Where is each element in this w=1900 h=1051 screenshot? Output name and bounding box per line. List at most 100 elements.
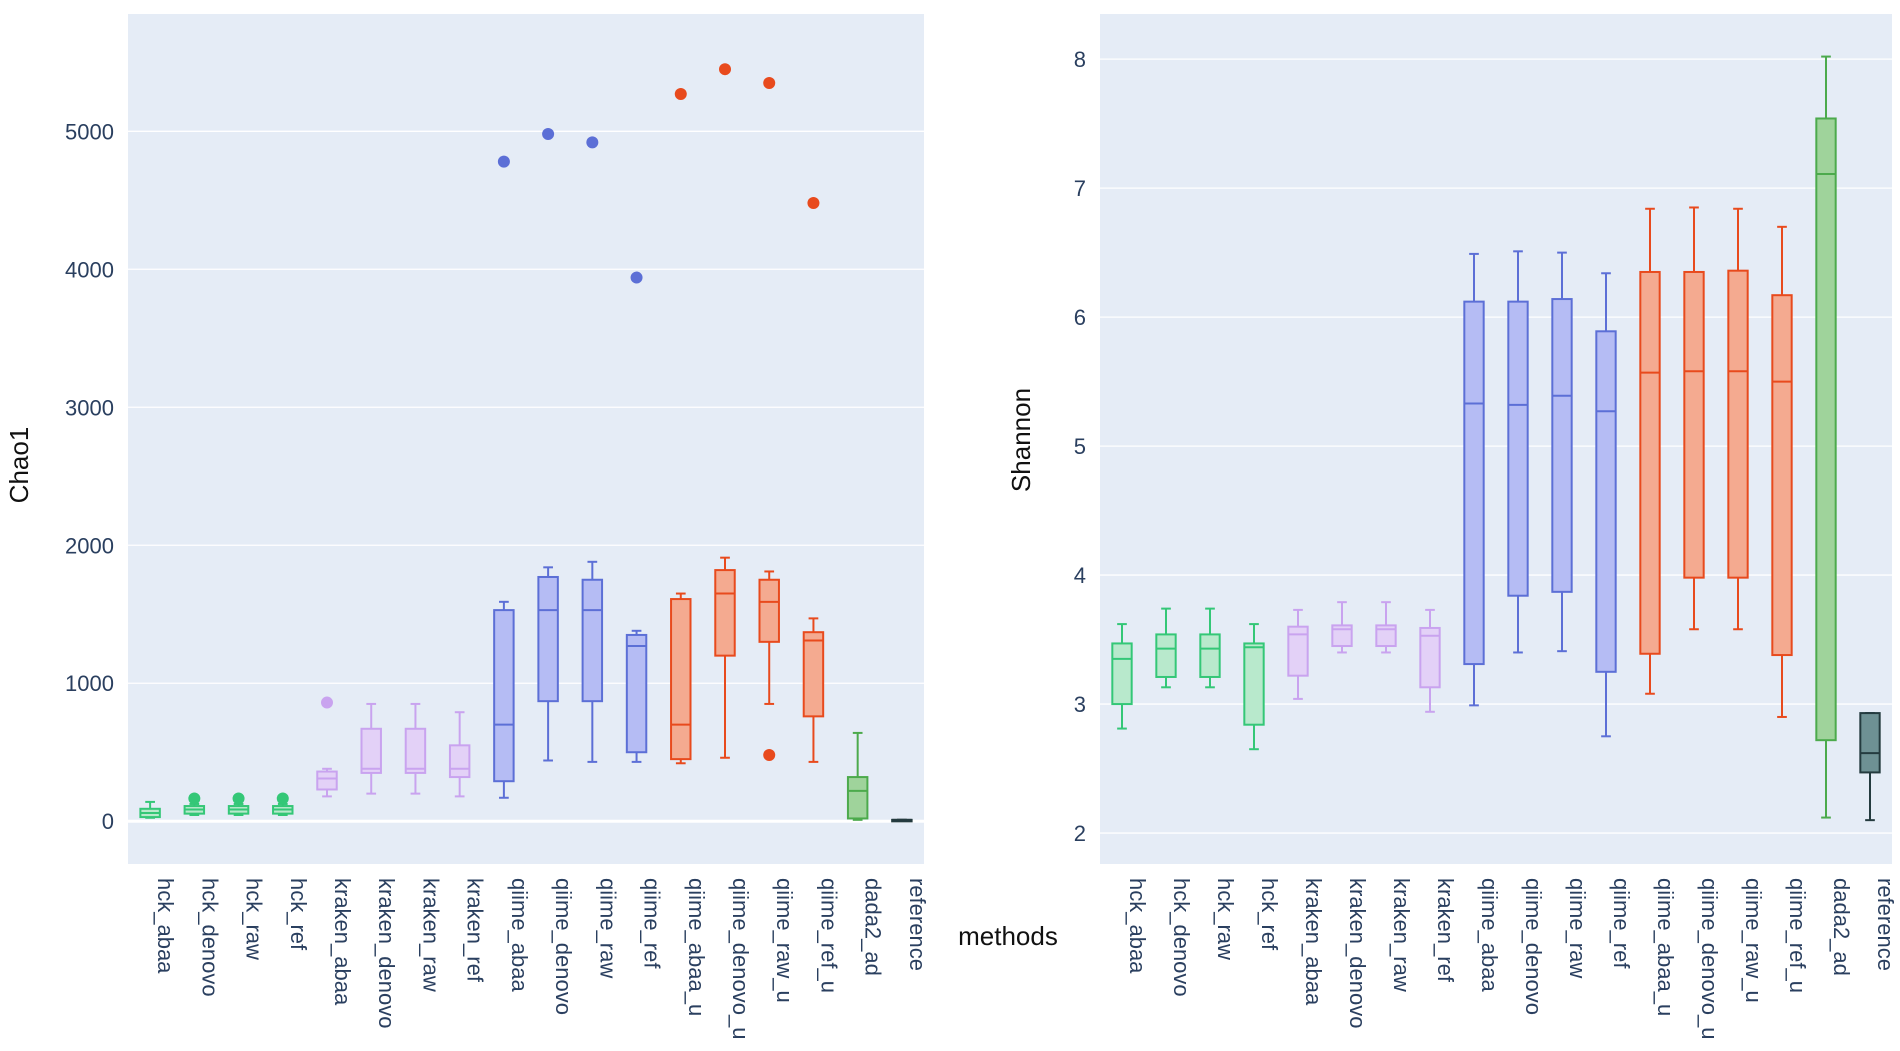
- x-tick-label: reference: [1873, 878, 1898, 971]
- box-iqr: [537, 575, 559, 703]
- outlier-point: [719, 63, 731, 76]
- box-iqr: [846, 776, 869, 820]
- box-iqr: [1551, 298, 1573, 593]
- y-axis-title: Chao1: [4, 427, 34, 504]
- x-tick-label: kraken_abaa: [330, 878, 355, 1006]
- y-tick-label: 5000: [65, 119, 114, 144]
- box-kraken_denovo: [1331, 601, 1353, 654]
- x-tick-label: qiime_abaa: [1477, 878, 1502, 993]
- box-qiime_ref: [1595, 272, 1617, 738]
- box-iqr: [1595, 330, 1617, 673]
- box-qiime_denovo: [537, 128, 559, 762]
- y-tick-label: 8: [1074, 47, 1086, 72]
- x-tick-label: kraken_abaa: [1301, 878, 1326, 1006]
- y-tick-label: 4: [1074, 563, 1086, 588]
- box-qiime_abaa_u: [670, 88, 692, 765]
- box-kraken_raw: [404, 702, 427, 795]
- chart-panel-2: 2 3 4 5 6 7 8 hck_abaa hck_denovo hck_raw hck_ref k…: [1006, 14, 1898, 1039]
- box-iqr: [1419, 626, 1441, 689]
- outlier-point: [674, 88, 687, 101]
- outlier-point: [630, 271, 643, 284]
- box-hck_raw: [1199, 607, 1221, 689]
- box-iqr: [1199, 633, 1221, 678]
- box-hck_ref: [272, 792, 294, 817]
- x-tick-label: qiime_raw: [1565, 878, 1590, 978]
- x-tick-label: kraken_ref: [463, 878, 488, 983]
- x-tick-label: qiime_raw_u: [772, 878, 797, 1003]
- x-tick-label: qiime_denovo: [551, 878, 576, 1015]
- x-tick-label: reference: [905, 878, 930, 971]
- plot-area-2: [1100, 14, 1892, 864]
- box-hck_denovo: [1155, 607, 1177, 689]
- box-iqr: [1331, 624, 1353, 648]
- box-qiime_abaa: [493, 155, 515, 799]
- plot-area-1: [128, 14, 924, 864]
- x-tick-label: kraken_raw: [418, 878, 443, 992]
- y-axis-title: Shannon: [1006, 388, 1036, 492]
- box-iqr: [802, 631, 825, 718]
- outlier-point: [586, 136, 599, 149]
- x-tick-label: hck_raw: [1213, 878, 1238, 960]
- x-tick-label: hck_denovo: [1169, 878, 1194, 997]
- outlier-point: [807, 197, 820, 210]
- box-reference: [1859, 712, 1881, 822]
- box-iqr: [1375, 624, 1397, 648]
- box-kraken_denovo: [360, 702, 382, 795]
- box-iqr: [670, 598, 692, 761]
- box-kraken_ref: [448, 711, 471, 798]
- x-tick-label: qiime_ref_u: [816, 878, 841, 993]
- box-iqr: [1507, 300, 1529, 597]
- x-tick-label: hck_ref: [1257, 878, 1282, 951]
- box-iqr: [360, 727, 382, 774]
- x-tick-label: qiime_denovo: [1521, 878, 1546, 1015]
- box-dada2_ad: [1815, 55, 1837, 819]
- box-iqr: [625, 633, 648, 754]
- outlier-point: [763, 748, 776, 761]
- box-hck_denovo: [183, 792, 206, 817]
- y-tick-label: 1000: [65, 671, 114, 696]
- box-iqr: [758, 578, 780, 643]
- box-iqr: [1683, 270, 1705, 579]
- y-tick-label: 6: [1074, 305, 1086, 330]
- box-hck_abaa: [1111, 623, 1133, 730]
- x-tick-label: qiime_denovo_u: [728, 878, 753, 1039]
- box-iqr: [316, 770, 338, 791]
- x-tick-label: qiime_raw_u: [1741, 878, 1766, 1003]
- y-tick-label: 2000: [65, 533, 114, 558]
- outlier-point: [188, 792, 201, 805]
- chart-panel-1: 0 1000 2000 3000 4000 5000 hck_abaa hck_denovo h…: [4, 14, 930, 1039]
- x-tick-label: qiime_ref: [1609, 878, 1634, 969]
- box-iqr: [581, 578, 604, 703]
- box-iqr: [1639, 270, 1661, 655]
- box-qiime_raw_u: [1727, 207, 1749, 631]
- x-tick-label: kraken_raw: [1389, 878, 1414, 992]
- x-tick-label: qiime_abaa_u: [1653, 878, 1678, 1016]
- box-iqr: [1155, 633, 1177, 678]
- x-tick-label: dada2_ad: [861, 878, 886, 976]
- x-axis-title: methods: [958, 921, 1058, 951]
- outlier-point: [321, 696, 333, 709]
- outlier-point: [276, 792, 289, 805]
- box-iqr: [1111, 642, 1133, 706]
- box-iqr: [714, 569, 736, 657]
- box-iqr: [493, 609, 515, 783]
- outlier-point: [542, 128, 555, 141]
- x-tick-label: kraken_ref: [1433, 878, 1458, 983]
- box-qiime_raw_u: [758, 76, 780, 761]
- box-qiime_denovo: [1507, 250, 1529, 654]
- box-qiime_raw: [1551, 251, 1573, 653]
- box-iqr: [448, 744, 471, 779]
- y-tick-label: 4000: [65, 257, 114, 282]
- x-tick-label: hck_denovo: [197, 878, 222, 997]
- box-hck_ref: [1243, 623, 1265, 751]
- box-kraken_ref: [1419, 608, 1441, 713]
- box-qiime_denovo_u: [714, 63, 736, 759]
- box-iqr: [1463, 300, 1485, 666]
- x-tick-label: kraken_denovo: [374, 878, 399, 1028]
- box-qiime_ref_u: [802, 197, 825, 763]
- box-iqr: [1243, 642, 1265, 726]
- box-qiime_abaa: [1463, 252, 1485, 707]
- x-tick-label: hck_abaa: [153, 878, 178, 974]
- box-qiime_abaa_u: [1639, 207, 1661, 695]
